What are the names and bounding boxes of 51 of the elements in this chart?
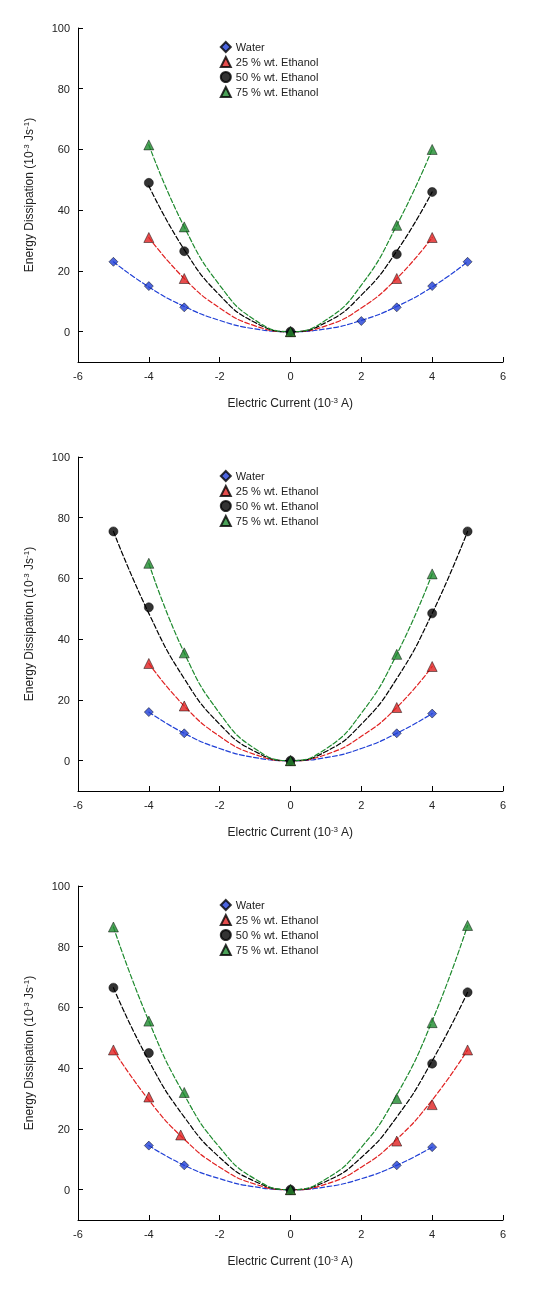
x-tick-label: 6 (499, 1227, 507, 1240)
legend-label: 50 % wt. Ethanol (235, 71, 319, 83)
y-tick-label: 40 (57, 633, 70, 646)
y-tick-label: 40 (57, 204, 70, 217)
x-tick-label: 0 (287, 1227, 294, 1240)
x-tick-label: 6 (499, 798, 507, 811)
x-tick-label: 2 (358, 798, 365, 811)
x-tick-label: 0 (287, 798, 294, 811)
x-tick-label: -4 (143, 369, 154, 382)
legend-label: 75 % wt. Ethanol (235, 944, 319, 956)
x-tick-label: 2 (358, 1227, 365, 1240)
x-tick-label: -6 (73, 1227, 83, 1240)
legend-label: Water (235, 470, 266, 482)
legend-label: 75 % wt. Ethanol (235, 515, 319, 527)
legend-label: 75 % wt. Ethanol (235, 86, 319, 98)
y-tick-label: 100 (51, 22, 70, 34)
legend-label: 25 % wt. Ethanol (235, 485, 319, 497)
y-tick-label: 20 (57, 264, 70, 277)
x-tick-label: -2 (214, 1227, 225, 1240)
x-tick-label: -4 (143, 1227, 154, 1240)
y-tick-label: 0 (63, 325, 70, 338)
legend-label: 25 % wt. Ethanol (235, 56, 319, 68)
x-tick-label: 4 (429, 369, 436, 382)
x-tick-label: -2 (214, 798, 225, 811)
legend-label: Water (235, 41, 266, 53)
y-tick-label: 20 (57, 693, 70, 706)
y-tick-label: 40 (57, 1062, 70, 1075)
x-tick-label: -2 (214, 369, 225, 382)
x-tick-label: 2 (358, 369, 365, 382)
y-tick-label: 0 (63, 754, 70, 767)
legend-label: 50 % wt. Ethanol (235, 929, 319, 941)
x-tick-label: 0 (287, 369, 294, 382)
x-tick-label: 4 (429, 798, 436, 811)
x-tick-label: -6 (73, 369, 83, 382)
y-tick-label: 60 (57, 143, 70, 156)
x-tick-label: -4 (143, 798, 154, 811)
y-tick-label: 60 (57, 1001, 70, 1014)
y-tick-label: 100 (51, 451, 70, 463)
x-tick-label: 4 (429, 1227, 436, 1240)
y-tick-label: 80 (57, 940, 70, 953)
y-tick-label: 60 (57, 572, 70, 585)
y-tick-label: 80 (57, 82, 70, 95)
y-tick-label: 80 (57, 511, 70, 524)
legend-label: 50 % wt. Ethanol (235, 500, 319, 512)
legend-label: Water (235, 899, 266, 911)
y-tick-label: 20 (57, 1122, 70, 1135)
legend-label: 25 % wt. Ethanol (235, 914, 319, 926)
y-tick-label: 100 (51, 880, 70, 892)
x-tick-label: -6 (73, 798, 83, 811)
x-tick-label: 6 (499, 369, 507, 382)
y-tick-label: 0 (63, 1183, 70, 1196)
